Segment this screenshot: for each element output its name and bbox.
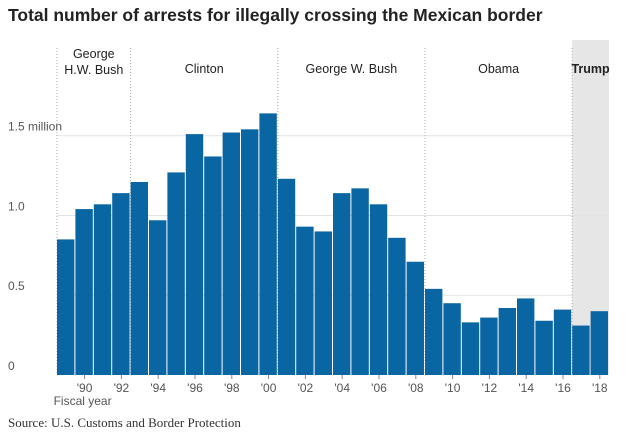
bar-2005 [351, 188, 369, 375]
bar-2017 [572, 325, 590, 375]
bar-2003 [314, 231, 332, 375]
bar-2001 [277, 178, 296, 375]
x-tick-label: '96 [187, 381, 203, 395]
bar-2018 [590, 311, 608, 375]
bar-1998 [222, 132, 240, 375]
bar-1992 [112, 193, 130, 375]
chart-title: Total number of arrests for illegally cr… [8, 5, 543, 25]
x-tick-label: '14 [518, 381, 534, 395]
bar-2015 [535, 320, 553, 375]
y-tick-label: 1.5 million [8, 120, 62, 134]
presidency-label: George [73, 47, 115, 61]
bar-2007 [388, 237, 406, 375]
bar-1993 [130, 181, 148, 375]
y-tick-label: 1.0 [8, 199, 25, 213]
source-note: Source: U.S. Customs and Border Protecti… [8, 415, 241, 430]
bar-1999 [241, 129, 259, 375]
x-tick-label: '02 [298, 381, 314, 395]
x-axis-label: Fiscal year [54, 394, 112, 408]
presidency-label: H.W. Bush [64, 63, 123, 77]
presidency-label: Trump [571, 62, 610, 76]
bar-1989 [57, 239, 75, 375]
x-tick-label: '04 [334, 381, 350, 395]
presidency-label: Obama [478, 62, 519, 76]
bar-1996 [185, 134, 204, 375]
bar-2011 [461, 322, 480, 375]
y-tick-label: 0.5 [8, 279, 25, 293]
bar-2014 [517, 298, 535, 375]
bar-2002 [296, 226, 314, 375]
bar-1990 [75, 209, 93, 375]
bar-2004 [333, 193, 351, 375]
x-tick-label: '12 [482, 381, 498, 395]
x-tick-label: '92 [114, 381, 130, 395]
bar-1994 [149, 220, 167, 375]
bar-2000 [259, 113, 277, 375]
bar-2009 [425, 288, 443, 375]
bar-2013 [498, 308, 516, 375]
x-tick-label: '16 [555, 381, 571, 395]
x-tick-label: '18 [592, 381, 608, 395]
x-tick-label: '10 [445, 381, 461, 395]
presidency-label: Clinton [185, 62, 224, 76]
bar-2008 [406, 261, 424, 375]
bar-2010 [443, 303, 461, 375]
bar-1991 [93, 204, 112, 375]
x-tick-label: '06 [371, 381, 387, 395]
x-tick-label: '90 [77, 381, 93, 395]
presidency-label: George W. Bush [306, 62, 398, 76]
x-tick-label: '94 [150, 381, 166, 395]
bar-2006 [369, 204, 388, 375]
x-tick-label: '08 [408, 381, 424, 395]
x-tick-label: '98 [224, 381, 240, 395]
bar-1995 [167, 172, 185, 375]
x-tick-label: '00 [261, 381, 277, 395]
bar-2012 [480, 317, 498, 375]
y-tick-label: 0 [8, 359, 15, 373]
bar-2016 [553, 309, 572, 375]
bar-1997 [204, 156, 222, 375]
